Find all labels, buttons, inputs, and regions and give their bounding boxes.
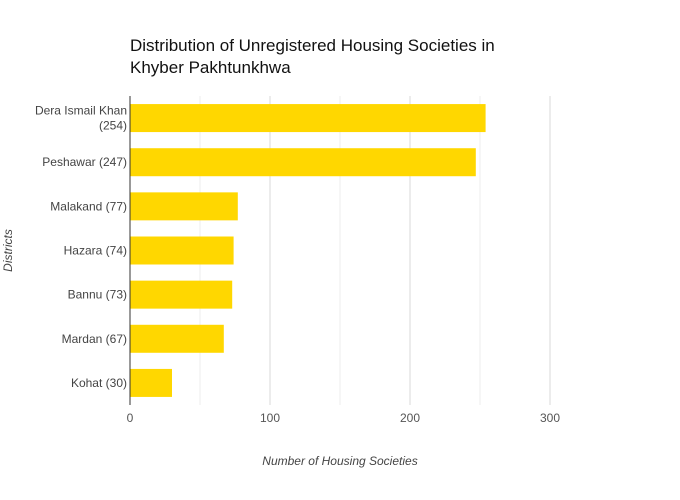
category-label-line-4-0: Bannu (73) [68, 288, 127, 302]
category-label-line-0-0: Dera Ismail Khan [35, 104, 127, 118]
category-label-line-5-0: Mardan (67) [62, 332, 127, 346]
category-label-4: Bannu (73) [68, 288, 127, 302]
category-label-0: Dera Ismail Khan (254) [35, 104, 127, 133]
chart-title-line-2: Khyber Pakhtunkhwa [130, 58, 291, 77]
x-tick-label-0: 0 [127, 411, 134, 425]
y-axis-title: Districts [1, 229, 15, 272]
category-label-6: Kohat (30) [71, 376, 127, 390]
category-label-3: Hazara (74) [64, 244, 127, 258]
bar-3 [130, 236, 234, 265]
bar-5 [130, 324, 224, 353]
bar-0 [130, 104, 486, 133]
x-tick-label-1: 100 [260, 411, 280, 425]
x-tick-label-2: 200 [400, 411, 420, 425]
x-tick-label-3: 300 [540, 411, 560, 425]
bar-2 [130, 192, 238, 221]
chart-title-line-1: Distribution of Unregistered Housing Soc… [130, 36, 495, 55]
category-label-line-2-0: Malakand (77) [50, 199, 127, 213]
category-label-line-3-0: Hazara (74) [64, 244, 127, 258]
category-label-line-6-0: Kohat (30) [71, 376, 127, 390]
bar-4 [130, 280, 233, 309]
category-label-2: Malakand (77) [50, 199, 127, 213]
category-label-5: Mardan (67) [62, 332, 127, 346]
bar-1 [130, 148, 476, 177]
category-label-line-1-0: Peshawar (247) [42, 155, 127, 169]
bar-6 [130, 368, 172, 397]
category-label-line-0-1: (254) [99, 119, 127, 133]
category-label-1: Peshawar (247) [42, 155, 127, 169]
x-axis-title: Number of Housing Societies [262, 454, 417, 468]
